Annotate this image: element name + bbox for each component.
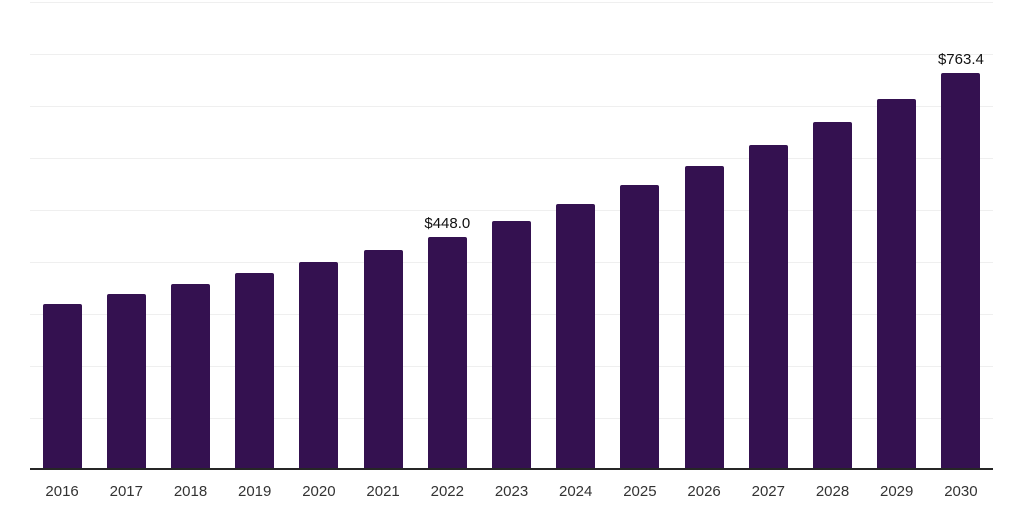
plot-area: $448.0 $763.4 [30, 2, 993, 470]
x-tick-label-2022: 2022 [430, 483, 464, 500]
x-tick-label-2026: 2026 [687, 483, 721, 500]
bar-2020 [299, 262, 339, 470]
bar-2021 [363, 249, 403, 470]
x-tick-label-2018: 2018 [173, 483, 208, 500]
bar-2025 [620, 185, 660, 470]
bar-2017 [106, 294, 146, 470]
x-tick-label-2019: 2019 [238, 483, 272, 500]
x-tick-label-2028: 2028 [815, 483, 850, 500]
x-tick-label-2029: 2029 [880, 483, 914, 500]
bar-2019 [235, 273, 275, 470]
gridline [30, 158, 993, 159]
bar-2029 [877, 98, 917, 470]
bar-value-label-2022: $448.0 [424, 215, 471, 233]
bar-2028 [813, 122, 852, 470]
bar-value-label-2030: $763.4 [937, 51, 984, 69]
bar-2024 [556, 203, 596, 470]
gridline [30, 210, 993, 211]
bar-2030 [941, 73, 981, 470]
bar-2027 [748, 144, 788, 470]
bar-2016 [42, 303, 82, 470]
x-tick-label-2017: 2017 [109, 483, 143, 500]
gridline [30, 2, 993, 3]
gridline [30, 54, 993, 55]
x-tick-label-2024: 2024 [559, 483, 593, 500]
x-axis-labels: 2016 2017 2018 2019 2020 2021 2022 2023 2024 2025… [30, 483, 993, 503]
x-tick-label-2030: 2030 [944, 483, 978, 500]
x-tick-label-2027: 2027 [751, 483, 785, 500]
bar-2026 [684, 165, 724, 470]
bar-2018 [171, 284, 210, 470]
bar-2023 [492, 220, 531, 470]
bar-2022 [427, 237, 467, 470]
x-tick-label-2023: 2023 [494, 483, 529, 500]
x-axis-line [30, 468, 993, 470]
x-tick-label-2016: 2016 [45, 483, 79, 500]
x-tick-label-2025: 2025 [623, 483, 657, 500]
x-tick-label-2020: 2020 [302, 483, 336, 500]
x-tick-label-2021: 2021 [366, 483, 400, 500]
gridline [30, 106, 993, 107]
